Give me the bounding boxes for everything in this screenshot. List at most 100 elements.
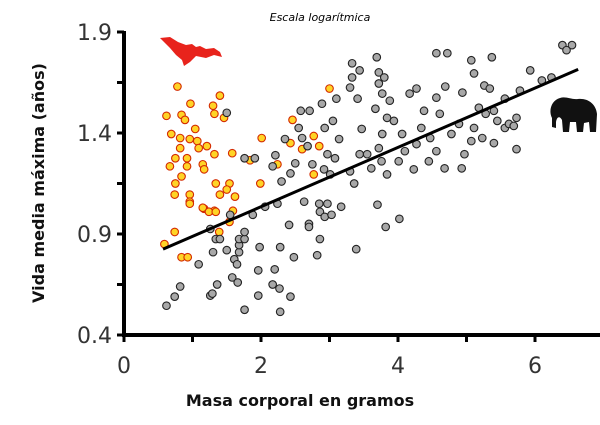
bat-point	[171, 153, 180, 163]
mammal-point	[374, 68, 384, 77]
mammal-point	[416, 123, 426, 133]
bat-point	[192, 136, 202, 146]
trendline	[162, 67, 579, 251]
bat-point	[255, 179, 265, 188]
mammal-point	[268, 280, 277, 289]
mammal-point	[366, 164, 376, 173]
mammal-point	[312, 250, 322, 260]
bat-point	[210, 149, 219, 159]
mammal-point	[469, 123, 479, 133]
mammal-point	[372, 52, 382, 62]
mammal-point	[489, 138, 499, 148]
bat-point	[186, 99, 195, 109]
mammal-point	[374, 143, 384, 153]
mammal-point	[509, 121, 519, 131]
mammal-point	[315, 234, 325, 244]
mammal-point	[212, 280, 222, 289]
x-tick-label: 2	[254, 354, 268, 379]
bat-point	[199, 165, 209, 174]
bat-point	[170, 227, 180, 237]
mammal-point	[432, 93, 441, 102]
mammal-point	[336, 202, 346, 212]
bat-point	[214, 227, 224, 237]
mammal-point	[275, 307, 285, 317]
mammal-point	[253, 291, 263, 300]
mammal-point	[240, 153, 249, 163]
mammal-point	[442, 48, 452, 58]
bat-point	[171, 179, 180, 188]
mammal-point	[347, 58, 357, 68]
elephant-icon	[550, 97, 597, 132]
mammal-point	[405, 89, 414, 98]
mammal-point	[327, 210, 336, 220]
bat-point	[166, 129, 176, 139]
x-axis-label: Masa corporal en gramos	[186, 391, 414, 410]
bat-point	[288, 115, 297, 125]
bat-point	[182, 153, 192, 163]
mammal-point	[458, 88, 467, 97]
mammal-point	[162, 301, 171, 311]
mammal-point	[357, 124, 367, 134]
mammal-point	[466, 55, 476, 65]
mammal-point	[525, 66, 535, 75]
data-points	[160, 40, 577, 317]
bat-point	[182, 161, 192, 171]
mammal-point	[440, 82, 450, 91]
x-tick-label: 0	[117, 354, 131, 379]
mammal-point	[457, 164, 467, 173]
mammal-point	[562, 45, 571, 55]
mammal-point	[487, 52, 497, 62]
mammal-point	[299, 197, 309, 207]
mammal-point	[328, 116, 338, 126]
mammal-point	[296, 106, 306, 116]
mammal-point	[355, 66, 364, 75]
mammal-point	[286, 292, 295, 301]
mammal-point	[379, 73, 389, 82]
mammal-point	[373, 200, 382, 210]
bat-point	[190, 124, 200, 134]
mammal-point	[284, 220, 294, 230]
bat-point	[257, 133, 267, 143]
mammal-point	[477, 133, 487, 143]
bat-point	[211, 207, 221, 217]
bat-point	[309, 170, 319, 179]
mammal-point	[377, 89, 387, 98]
mammal-point	[362, 149, 372, 159]
mammal-point	[512, 144, 521, 154]
bat-point	[175, 143, 185, 153]
mammal-point	[222, 245, 232, 255]
mammal-point	[240, 234, 249, 244]
mammal-point	[419, 106, 429, 116]
mammal-point	[432, 146, 441, 156]
mammal-point	[400, 146, 410, 156]
mammal-point	[345, 83, 355, 92]
bat-point	[309, 131, 319, 141]
bat-point	[222, 185, 232, 194]
mammal-point	[397, 129, 407, 139]
mammal-point	[512, 113, 521, 123]
mammal-point	[308, 159, 317, 169]
mammal-point	[289, 252, 299, 262]
bat-point	[325, 84, 334, 93]
mammal-point	[255, 242, 264, 252]
mammal-point	[440, 164, 449, 173]
chart-title: Escala logarítmica	[270, 11, 371, 24]
mammal-point	[347, 73, 357, 82]
mammal-point	[349, 179, 359, 188]
mammal-point	[194, 259, 204, 269]
mammal-point	[275, 284, 284, 293]
mammal-point	[240, 305, 249, 315]
mammal-point	[208, 289, 217, 298]
mammal-point	[294, 123, 304, 133]
mammal-point	[317, 99, 327, 109]
mammal-point	[250, 153, 260, 163]
mammal-point	[394, 156, 404, 166]
mammal-point	[314, 199, 324, 209]
bat-point	[185, 134, 195, 144]
mammal-point	[268, 161, 277, 171]
mammal-point	[377, 129, 387, 139]
mammal-point	[175, 282, 185, 291]
mammal-point	[234, 247, 244, 257]
mammal-point	[385, 96, 395, 106]
